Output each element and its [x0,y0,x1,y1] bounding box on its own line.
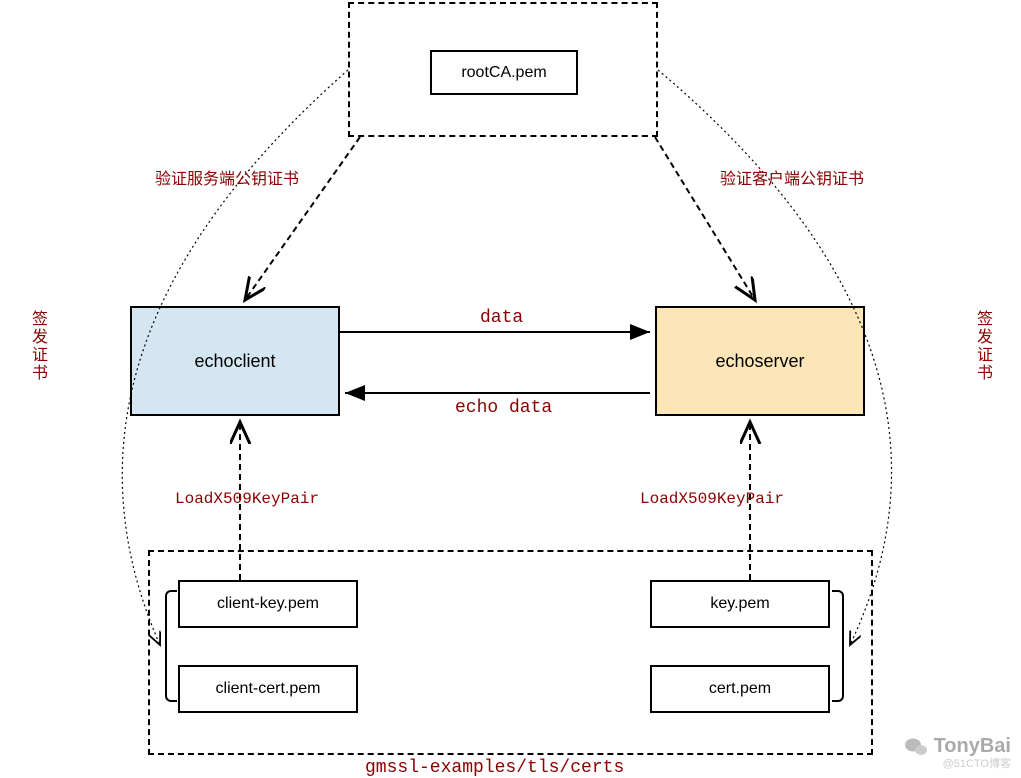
client-bracket [165,590,177,702]
cert-pem-label: cert.pem [709,680,771,698]
key-pem-box: key.pem [650,580,830,628]
load-keypair-left-label: LoadX509KeyPair [175,490,319,508]
echoclient-label: echoclient [194,351,275,372]
client-cert-label: client-cert.pem [216,680,321,698]
client-key-box: client-key.pem [178,580,358,628]
echoclient-box: echoclient [130,306,340,416]
echo-data-label: echo data [455,398,552,418]
server-bracket [832,590,844,702]
certs-container-label: gmssl-examples/tls/certs [365,758,624,778]
load-keypair-right-label: LoadX509KeyPair [640,490,784,508]
echoserver-box: echoserver [655,306,865,416]
wechat-icon [904,737,928,757]
sign-left-label: 签发证书 [25,310,49,382]
cert-pem-box: cert.pem [650,665,830,713]
rootca-box: rootCA.pem [430,50,578,95]
echoserver-label: echoserver [715,351,804,372]
data-label: data [480,308,523,328]
verify-client-label: 验证客户端公钥证书 [720,165,864,189]
client-key-label: client-key.pem [217,595,319,613]
watermark-sub: @51CTO博客 [943,755,1011,771]
client-cert-box: client-cert.pem [178,665,358,713]
rootca-label: rootCA.pem [461,64,546,82]
verify-server-label: 验证服务端公钥证书 [155,165,299,189]
key-pem-label: key.pem [710,595,769,613]
sign-right-label: 签发证书 [970,310,994,382]
